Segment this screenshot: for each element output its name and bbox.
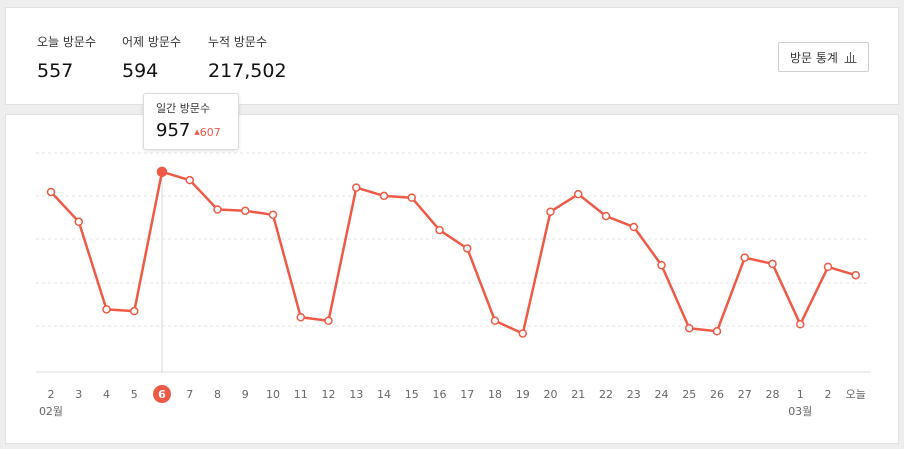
data-point (657, 260, 666, 270)
total-visits-value: 217,502 (208, 60, 287, 82)
month-label: 02월 (39, 405, 63, 418)
x-tick-label: 23 (627, 388, 641, 401)
data-point (518, 329, 527, 338)
x-tick-label-selected: 6 (158, 388, 166, 401)
tooltip-label: 일간 방문수 (156, 102, 211, 115)
data-point (130, 306, 139, 316)
yesterday-visits-label: 어제 방문수 (122, 35, 182, 49)
x-tick-label: 15 (405, 388, 419, 401)
x-tick-label: 16 (433, 388, 447, 401)
tooltip-delta: ▲607 (194, 126, 220, 139)
yesterday-visits-value: 594 (122, 60, 159, 82)
data-point (601, 211, 611, 221)
x-tick-label: 오늘 (846, 388, 866, 401)
visit-stats-button-label: 방문 통계 (790, 50, 838, 65)
data-point (768, 259, 777, 269)
data-point (324, 316, 333, 326)
data-point (241, 206, 250, 216)
x-tick-label: 13 (349, 388, 363, 401)
data-point (629, 222, 638, 232)
daily-visits-tooltip: 일간 방문수 957 ▲607 (143, 93, 239, 150)
data-point (463, 244, 472, 253)
x-tick-label: 18 (488, 388, 502, 401)
x-tick-label: 14 (377, 388, 391, 401)
data-point (574, 189, 583, 199)
data-point (407, 193, 416, 202)
data-point (796, 320, 805, 329)
x-tick-label: 21 (571, 388, 585, 401)
x-tick-label: 27 (738, 388, 752, 401)
x-tick-label: 19 (516, 388, 530, 401)
x-tick-label: 26 (710, 388, 724, 401)
x-tick-label: 4 (103, 388, 110, 401)
data-point (379, 191, 389, 201)
data-point (740, 253, 749, 262)
x-tick-label: 1 (797, 388, 804, 401)
x-tick-label: 17 (460, 388, 474, 401)
data-point (851, 270, 860, 280)
daily-visits-chart: 2 3 4 5 6 7 8 9 10 11 12 13 14 15 16 17 18 19 20 21 22 23 24 25… (36, 152, 870, 418)
x-tick-label: 20 (544, 388, 558, 401)
total-visits: 누적 방문수 217,502 (208, 34, 287, 82)
data-point (296, 313, 305, 322)
month-label: 03월 (788, 405, 812, 418)
data-point (185, 175, 194, 185)
total-visits-label: 누적 방문수 (208, 35, 268, 49)
x-tick-label: 24 (655, 388, 669, 401)
data-point (102, 305, 111, 314)
daily-visits-chart-card: 2 3 4 5 6 7 8 9 10 11 12 13 14 15 16 17 18 19 20 21 22 23 24 25… (5, 114, 899, 444)
x-tick-label: 3 (75, 388, 82, 401)
x-tick-label: 2 (48, 388, 55, 401)
data-point (46, 187, 56, 197)
data-point-selected (156, 166, 168, 178)
today-visits: 오늘 방문수 557 (37, 34, 96, 82)
x-tick-label: 12 (322, 388, 336, 401)
visitor-summary-card: 오늘 방문수 557 어제 방문수 594 누적 방문수 217,502 방문 … (5, 7, 899, 105)
data-point (685, 323, 694, 333)
data-point (712, 327, 722, 336)
yesterday-visits: 어제 방문수 594 (122, 34, 181, 82)
bar-chart-icon (844, 51, 857, 63)
data-point (352, 183, 361, 192)
today-visits-value: 557 (37, 60, 74, 82)
triangle-up-icon: ▲ (194, 128, 200, 136)
visit-stats-button[interactable]: 방문 통계 (778, 42, 869, 72)
series-line (50, 170, 857, 335)
tooltip-delta-value: 607 (199, 126, 221, 139)
today-visits-label: 오늘 방문수 (37, 35, 97, 49)
x-tick-label: 2 (825, 388, 832, 401)
x-tick-label: 11 (294, 388, 308, 401)
x-tick-label: 22 (599, 388, 613, 401)
tooltip-value: 957 (156, 120, 191, 141)
x-tick-label: 8 (214, 388, 221, 401)
x-tick-label: 9 (242, 388, 249, 401)
selected-day-badge (153, 385, 171, 403)
x-tick-label: 10 (266, 388, 280, 401)
data-point (823, 262, 833, 272)
x-tick-label: 5 (131, 388, 138, 401)
data-point (268, 210, 278, 220)
data-point (490, 316, 500, 326)
x-tick-label: 25 (682, 388, 696, 401)
data-point (435, 225, 444, 235)
x-tick-label: 28 (766, 388, 780, 401)
data-point (546, 207, 555, 216)
data-point (213, 205, 222, 214)
data-point (74, 217, 83, 227)
x-tick-label: 7 (186, 388, 193, 401)
